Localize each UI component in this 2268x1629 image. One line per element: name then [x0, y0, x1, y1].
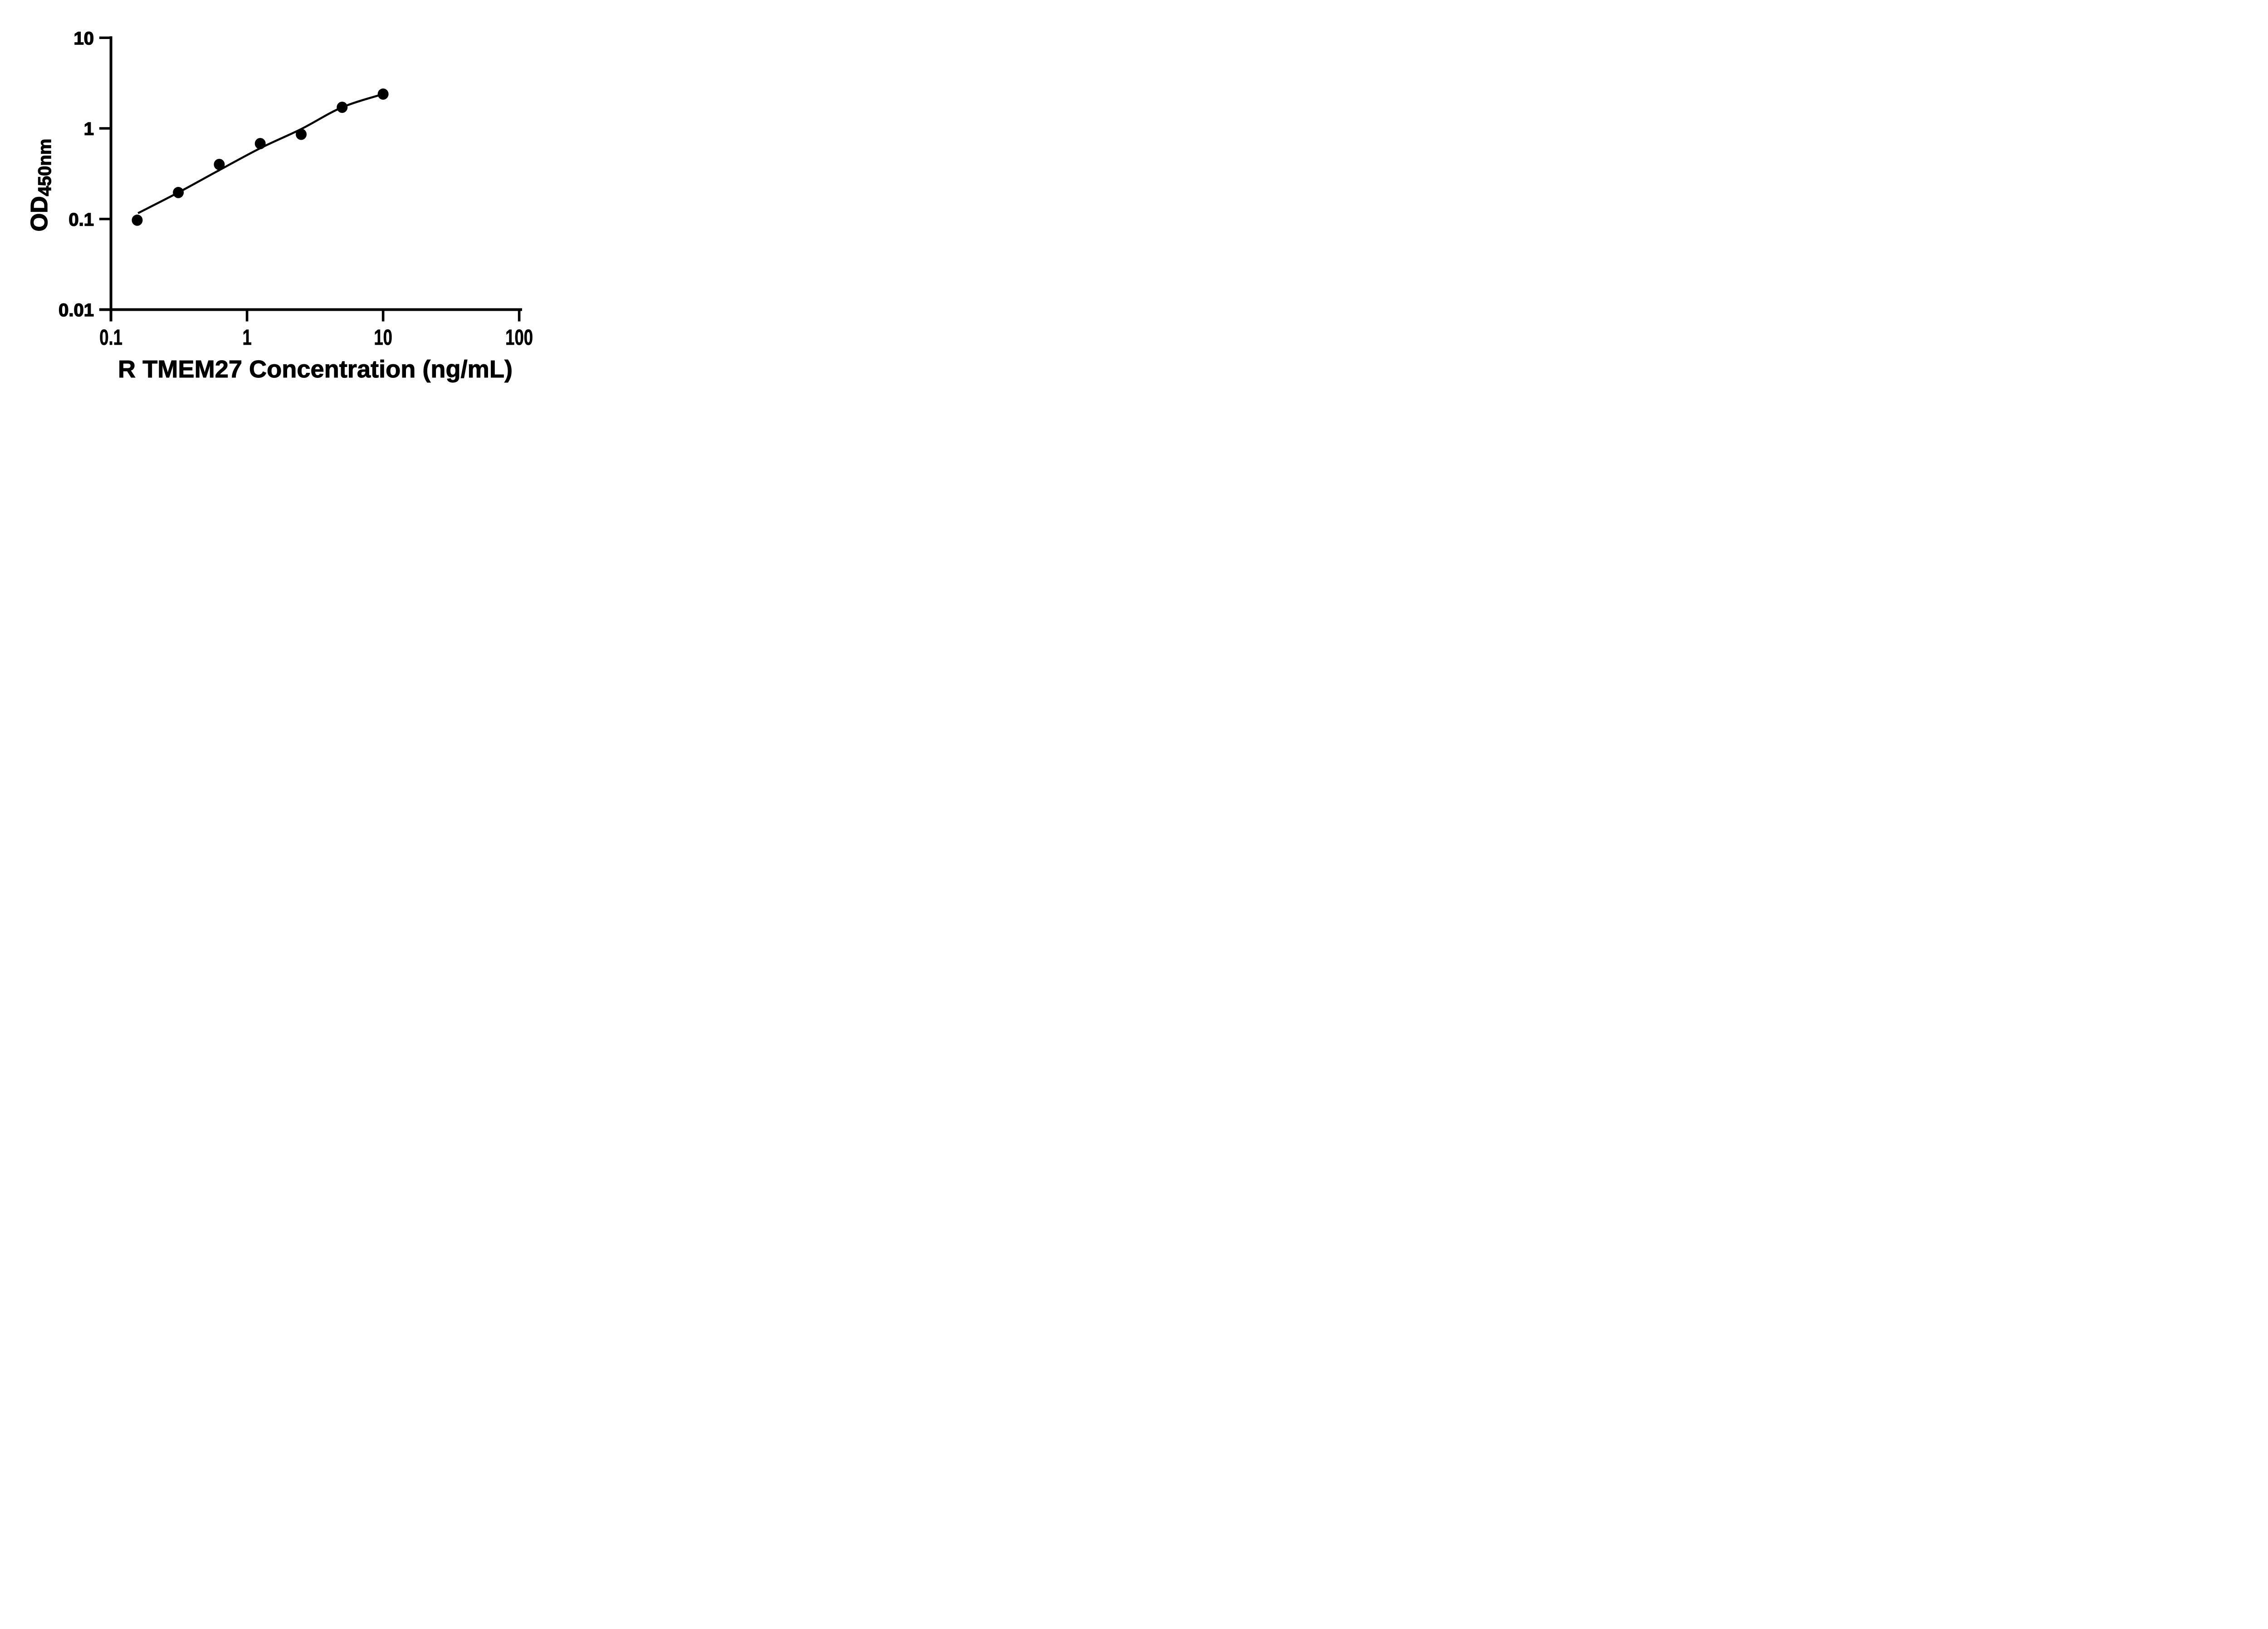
y-axis-title-subscript: 450nm	[35, 139, 55, 196]
x-tick-label: 100	[505, 325, 533, 350]
y-tick-label: 0.01	[59, 300, 94, 320]
y-tick-label: 10	[74, 29, 94, 49]
data-points	[132, 88, 389, 226]
y-axis-title: OD450nm	[26, 139, 55, 232]
elisa-standard-curve-figure: 10 1 0.1 0.01 0.1 1 10 100 R TMEM27 Concentrat…	[0, 0, 583, 407]
x-tick-label: 10	[374, 325, 392, 350]
y-axis-title-main: OD	[26, 196, 53, 231]
data-point	[132, 215, 143, 226]
x-tick-label: 1	[242, 325, 251, 350]
data-point	[337, 102, 348, 113]
y-tick-label: 0.1	[68, 210, 94, 230]
y-axis-ticks: 10 1 0.1 0.01	[58, 28, 111, 321]
x-tick-label: 0.1	[99, 325, 122, 350]
data-point	[254, 138, 266, 149]
x-axis-title: R TMEM27 Concentration (ng/mL)	[118, 356, 513, 383]
data-point	[377, 88, 389, 100]
data-point	[214, 159, 225, 170]
data-point	[296, 128, 307, 140]
x-axis-ticks: 0.1 1 10 100	[99, 309, 533, 350]
data-point	[173, 187, 184, 198]
y-tick-label: 1	[84, 119, 94, 139]
